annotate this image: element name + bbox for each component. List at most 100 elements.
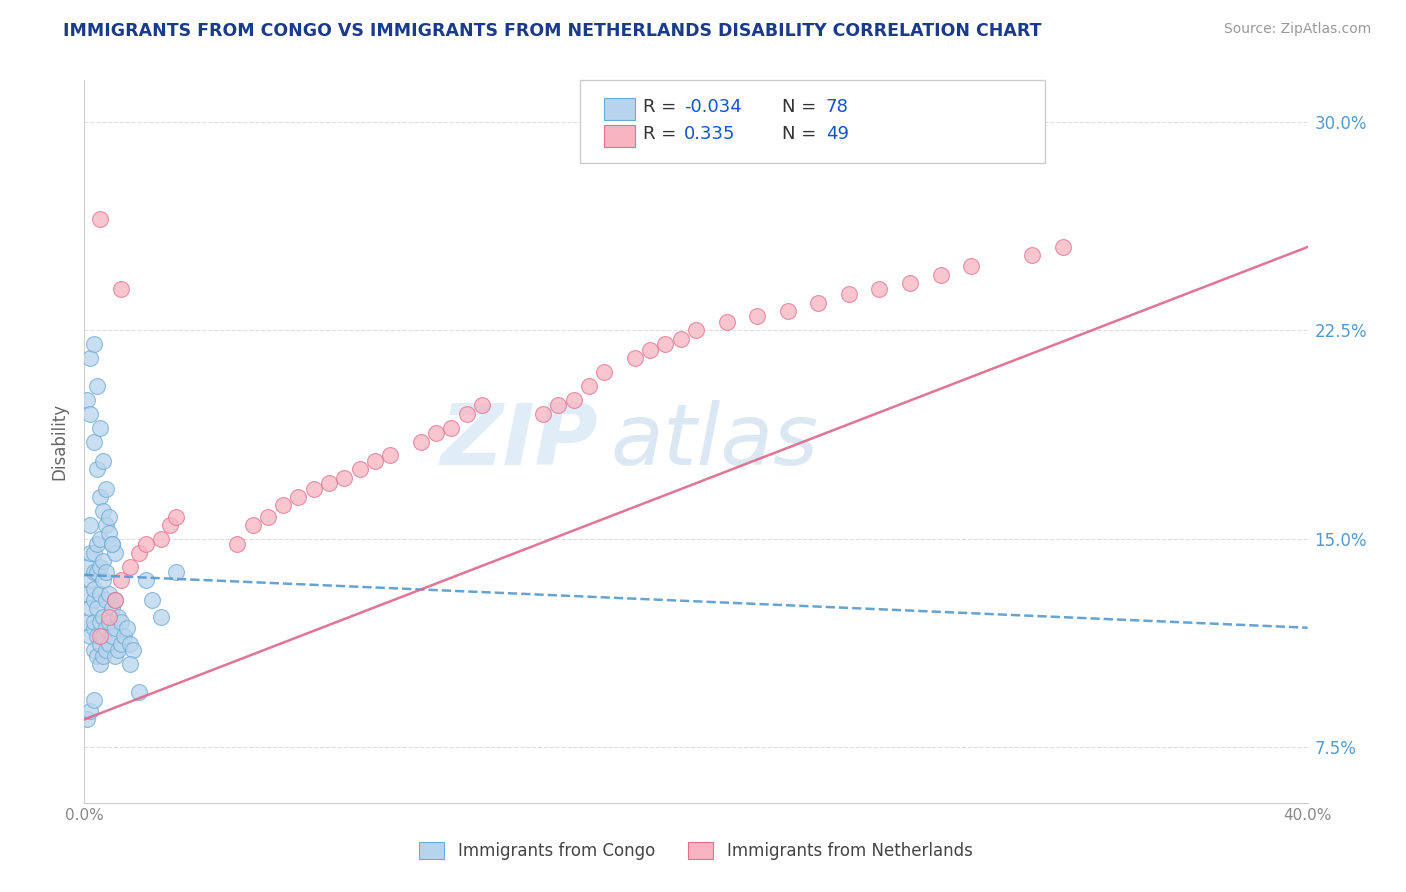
Text: 49: 49 <box>825 125 849 143</box>
Text: R =: R = <box>644 125 682 143</box>
Point <box>89 212 111 227</box>
Point <box>302 482 325 496</box>
Point <box>91 629 114 643</box>
Point <box>1052 240 1074 254</box>
Point <box>104 593 127 607</box>
Point <box>91 454 114 468</box>
Point <box>86 537 108 551</box>
Point <box>97 615 120 630</box>
Point <box>89 587 111 601</box>
Point <box>101 629 124 643</box>
Point <box>79 407 101 421</box>
Point <box>97 509 120 524</box>
Point <box>94 482 117 496</box>
Point <box>456 407 478 421</box>
Point <box>838 287 860 301</box>
Point <box>135 574 157 588</box>
Text: atlas: atlas <box>610 400 818 483</box>
Point <box>86 629 108 643</box>
Point <box>1021 248 1043 262</box>
Point <box>318 476 340 491</box>
Point <box>101 537 124 551</box>
Point <box>149 532 172 546</box>
Point <box>83 565 105 579</box>
Point <box>83 546 105 560</box>
Point <box>165 565 187 579</box>
Point <box>83 337 105 351</box>
Text: N =: N = <box>782 98 821 116</box>
Point <box>257 509 280 524</box>
Point <box>76 559 98 574</box>
Point <box>776 304 799 318</box>
Point <box>89 629 111 643</box>
Point <box>91 648 114 663</box>
Point <box>76 713 98 727</box>
Point <box>83 593 105 607</box>
Text: 0.335: 0.335 <box>683 125 735 143</box>
Point <box>97 637 120 651</box>
Point <box>807 295 830 310</box>
Point <box>624 351 647 366</box>
Point <box>76 615 98 630</box>
Point <box>97 526 120 541</box>
Text: Source: ZipAtlas.com: Source: ZipAtlas.com <box>1223 22 1371 37</box>
Text: IMMIGRANTS FROM CONGO VS IMMIGRANTS FROM NETHERLANDS DISABILITY CORRELATION CHAR: IMMIGRANTS FROM CONGO VS IMMIGRANTS FROM… <box>63 22 1042 40</box>
Point <box>76 392 98 407</box>
Point <box>333 471 356 485</box>
Point <box>89 637 111 651</box>
Point <box>120 637 142 651</box>
Point <box>471 398 494 412</box>
Point <box>94 643 117 657</box>
Y-axis label: Disability: Disability <box>51 403 69 480</box>
Point <box>110 637 132 651</box>
Point <box>110 574 132 588</box>
FancyBboxPatch shape <box>605 98 636 120</box>
Point <box>79 574 101 588</box>
Point <box>287 490 309 504</box>
Point <box>86 648 108 663</box>
Point <box>440 420 463 434</box>
Point <box>83 582 105 596</box>
Point <box>747 310 769 324</box>
FancyBboxPatch shape <box>579 80 1045 163</box>
Point <box>685 323 707 337</box>
Point <box>226 537 249 551</box>
Point <box>94 517 117 532</box>
Point <box>960 260 983 274</box>
Point <box>364 454 387 468</box>
Point <box>97 587 120 601</box>
Point <box>122 643 145 657</box>
Point <box>716 315 738 329</box>
Point <box>638 343 661 357</box>
Point <box>83 434 105 449</box>
Point <box>79 629 101 643</box>
Point <box>89 420 111 434</box>
Point <box>104 648 127 663</box>
Point <box>669 332 692 346</box>
Point <box>349 462 371 476</box>
Text: 78: 78 <box>825 98 848 116</box>
Point <box>91 609 114 624</box>
Point <box>110 282 132 296</box>
Point <box>79 601 101 615</box>
Point <box>869 282 891 296</box>
Point <box>79 517 101 532</box>
Point <box>83 621 105 635</box>
Point <box>86 462 108 476</box>
Point <box>120 657 142 671</box>
FancyBboxPatch shape <box>605 125 636 147</box>
Point <box>578 379 600 393</box>
Text: R =: R = <box>644 98 682 116</box>
Point <box>89 615 111 630</box>
Point <box>929 268 952 282</box>
Point <box>562 392 585 407</box>
Point <box>94 621 117 635</box>
Point <box>79 546 101 560</box>
Point <box>149 609 172 624</box>
Point <box>531 407 554 421</box>
Point <box>89 490 111 504</box>
Point <box>120 559 142 574</box>
Point <box>409 434 432 449</box>
Point <box>86 565 108 579</box>
Point <box>112 629 135 643</box>
